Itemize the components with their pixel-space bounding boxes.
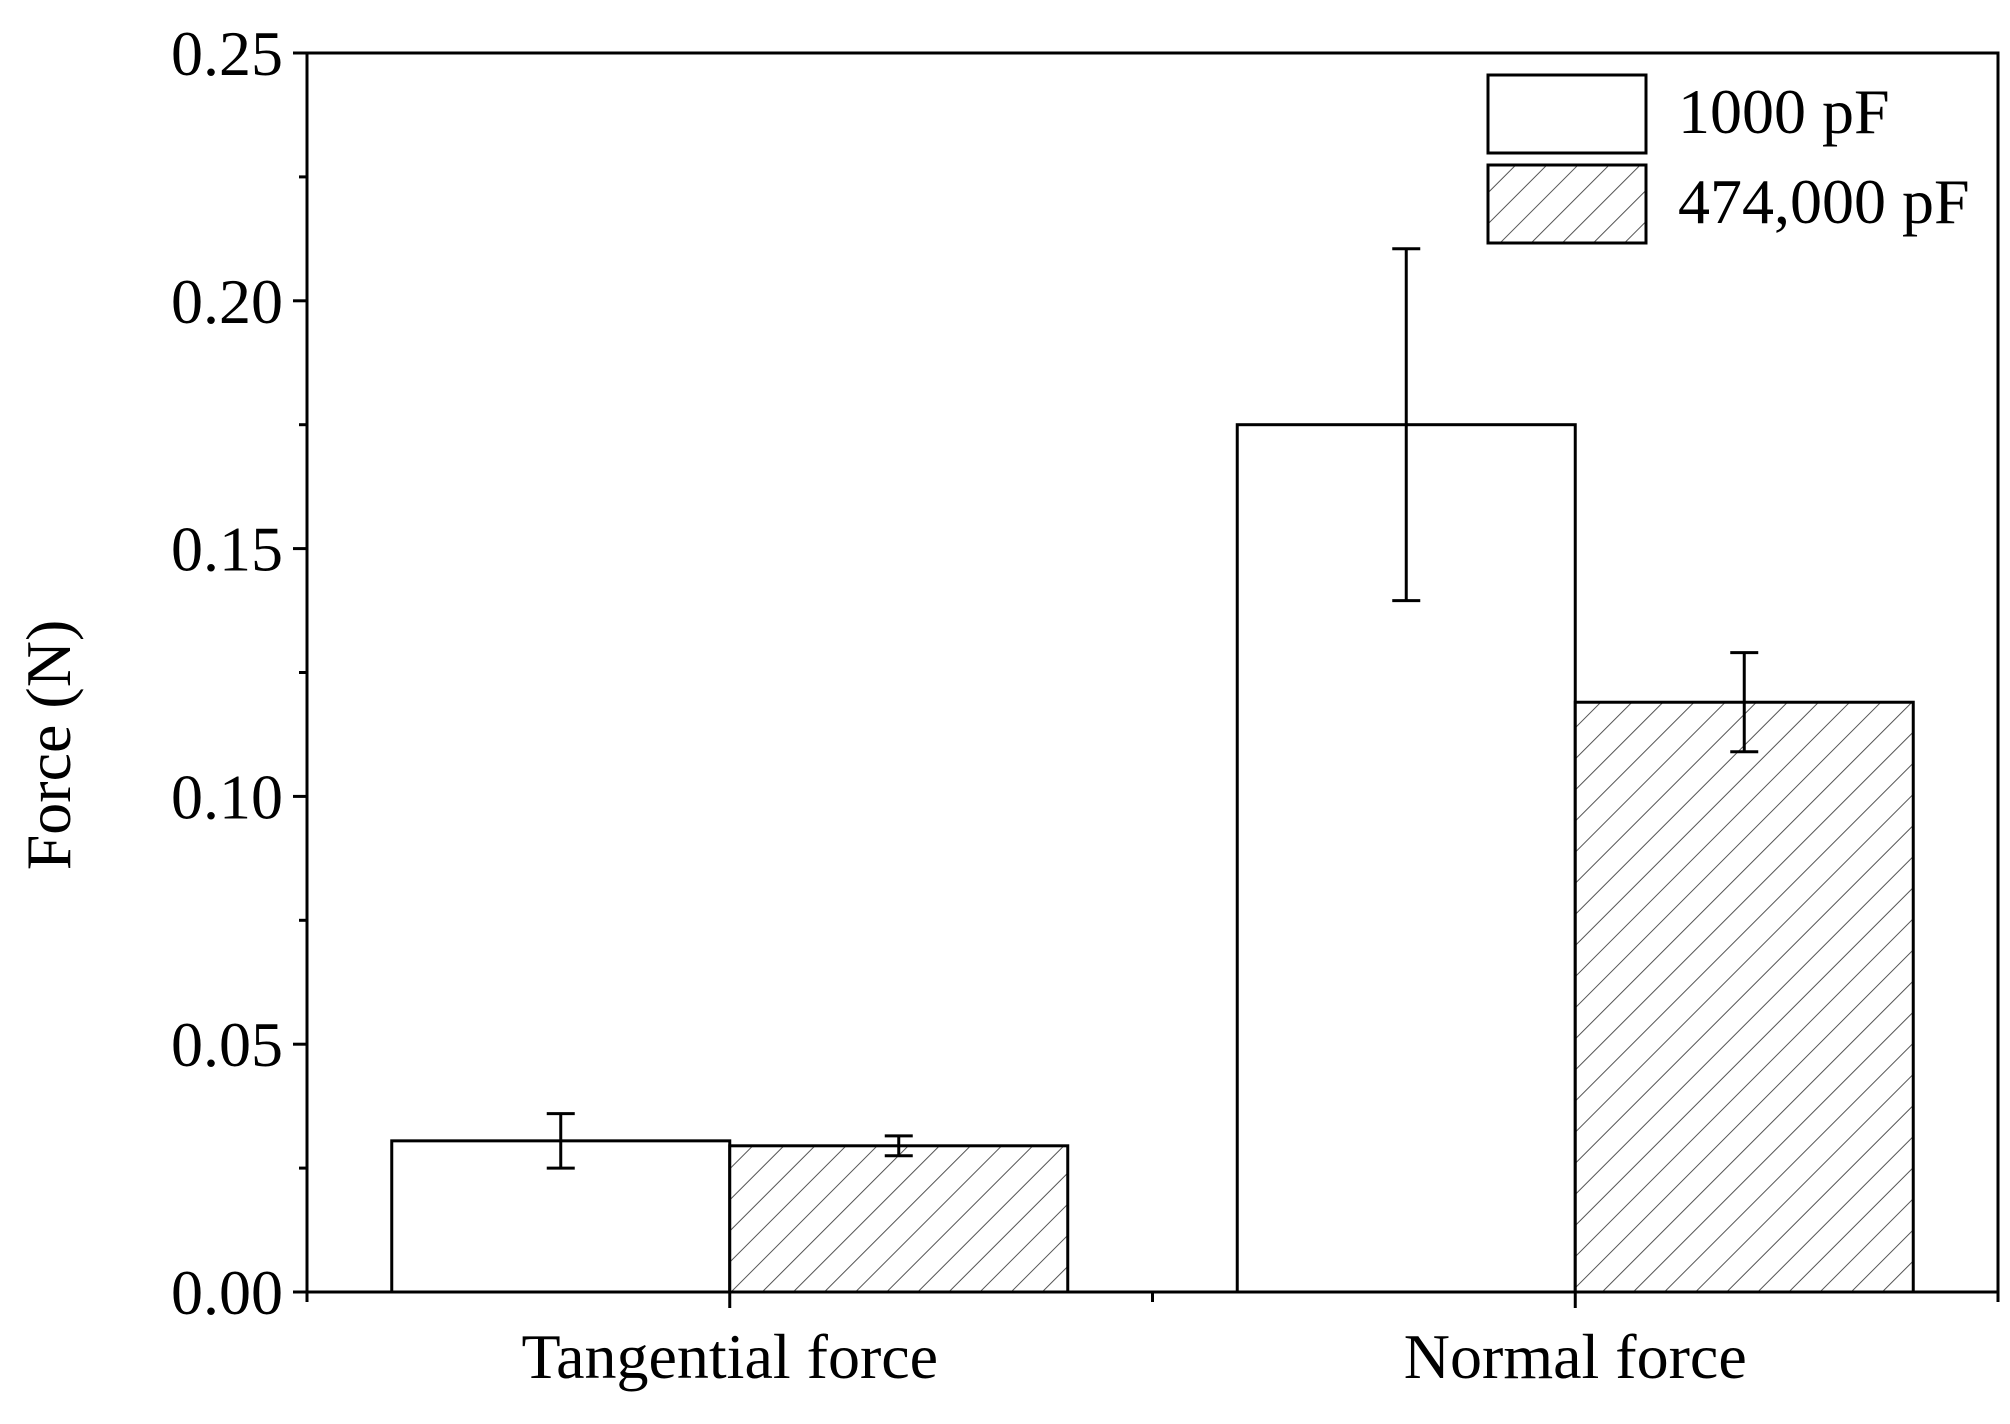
x-axis-ticks: Tangential force Normal force — [305, 1292, 2000, 1392]
y-tick-label: 0.05 — [171, 1009, 283, 1080]
legend-swatch — [1486, 73, 1648, 155]
y-tick-label: 0.15 — [171, 514, 283, 585]
legend-label: 474,000 pF — [1678, 166, 1970, 237]
legend-label: 1000 pF — [1678, 76, 1890, 147]
y-tick-label: 0.10 — [171, 761, 283, 832]
y-axis-ticks: 0.00 0.05 0.10 0.15 0.20 0.25 — [171, 18, 307, 1328]
x-tick-label: Tangential force — [521, 1321, 938, 1392]
bars — [390, 423, 1915, 1294]
bar — [1573, 700, 1915, 1294]
legend: 1000 pF 474,000 pF — [1486, 73, 1970, 245]
y-tick-label: 0.25 — [171, 18, 283, 89]
y-tick-label: 0.20 — [171, 266, 283, 337]
bar — [390, 1139, 732, 1294]
bar — [728, 1144, 1070, 1294]
error-bars — [546, 247, 1759, 1170]
y-tick-label: 0.00 — [171, 1257, 283, 1328]
y-axis-label: Force (N) — [13, 620, 84, 871]
legend-swatch — [1486, 163, 1648, 245]
x-tick-label: Normal force — [1404, 1321, 1747, 1392]
